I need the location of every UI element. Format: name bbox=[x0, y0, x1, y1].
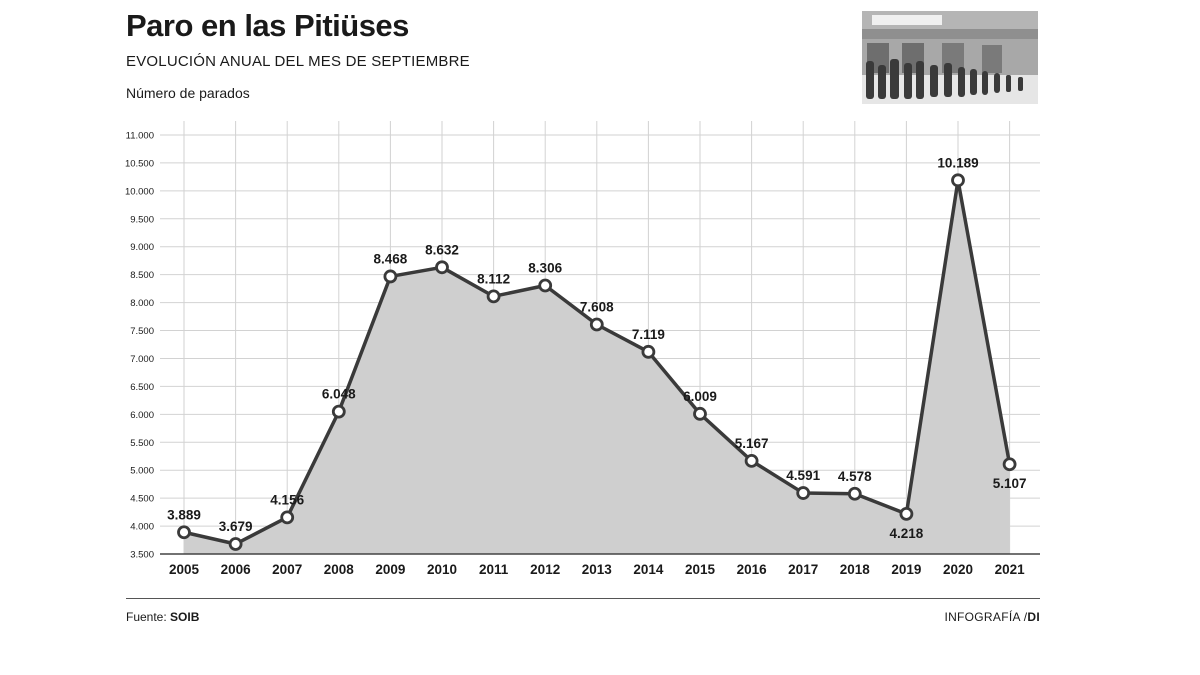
x-tick-label: 2008 bbox=[324, 562, 355, 577]
y-tick-label: 10.500 bbox=[125, 158, 154, 169]
data-point bbox=[331, 404, 346, 419]
y-tick-label: 8.500 bbox=[130, 270, 154, 281]
data-point bbox=[486, 289, 501, 304]
data-point bbox=[435, 260, 449, 275]
data-point bbox=[899, 506, 914, 521]
source-note: Fuente: SOIB bbox=[126, 610, 199, 624]
source-label: Fuente: bbox=[126, 610, 167, 624]
data-label: 3.889 bbox=[167, 507, 201, 522]
y-tick-label: 7.000 bbox=[130, 354, 154, 365]
y-axis: 3.500 4.000 4.500 5.000 5.500 6.000 6.500 7.000… bbox=[125, 131, 154, 561]
x-tick-label: 2011 bbox=[479, 562, 509, 577]
x-tick-label: 2019 bbox=[891, 562, 921, 577]
y-tick-label: 6.500 bbox=[130, 382, 154, 393]
y-tick-label: 5.000 bbox=[130, 466, 154, 477]
data-point bbox=[641, 344, 656, 359]
data-point bbox=[951, 173, 965, 188]
footer-divider bbox=[126, 598, 1040, 599]
x-tick-label: 2006 bbox=[221, 562, 252, 577]
y-tick-label: 9.500 bbox=[130, 214, 154, 225]
data-label: 6.048 bbox=[322, 387, 356, 402]
x-tick-label: 2009 bbox=[375, 562, 405, 577]
x-tick-label: 2020 bbox=[943, 562, 973, 577]
data-label: 7.119 bbox=[632, 327, 665, 342]
data-label: 4.156 bbox=[270, 492, 304, 507]
x-tick-label: 2010 bbox=[427, 562, 457, 577]
y-axis-label: Número de parados bbox=[126, 85, 250, 101]
data-point bbox=[1002, 457, 1017, 472]
x-tick-label: 2016 bbox=[737, 562, 768, 577]
credit-note: INFOGRAFÍA /DI bbox=[944, 610, 1040, 624]
x-tick-label: 2017 bbox=[788, 562, 818, 577]
x-tick-label: 2014 bbox=[633, 562, 664, 577]
source-value: SOIB bbox=[170, 610, 200, 624]
data-label: 8.306 bbox=[528, 261, 562, 276]
data-point bbox=[744, 453, 759, 468]
y-tick-label: 11.000 bbox=[126, 131, 154, 142]
area-fill bbox=[184, 180, 1010, 554]
y-tick-label: 9.000 bbox=[130, 242, 154, 253]
x-tick-labels: 2005 2006 2007 2008 2009 2010 2011 2012 2013 2014… bbox=[169, 562, 1025, 577]
queue-photo-icon bbox=[862, 11, 1038, 104]
y-tick-label: 8.000 bbox=[130, 298, 154, 309]
data-point bbox=[280, 510, 295, 525]
y-tick-label: 5.500 bbox=[130, 438, 154, 449]
data-label: 5.167 bbox=[735, 436, 769, 451]
data-point bbox=[177, 525, 191, 540]
y-tick-label: 4.500 bbox=[130, 494, 154, 505]
data-label: 4.218 bbox=[890, 526, 924, 541]
credit-label: INFOGRAFÍA / bbox=[944, 610, 1028, 624]
y-tick-label: 7.500 bbox=[130, 326, 154, 337]
y-tick-label: 4.000 bbox=[130, 522, 154, 533]
data-label: 5.107 bbox=[993, 476, 1027, 491]
y-tick-label: 10.000 bbox=[125, 186, 154, 197]
x-tick-label: 2015 bbox=[685, 562, 716, 577]
x-tick-label: 2013 bbox=[582, 562, 613, 577]
chart-subtitle: EVOLUCIÓN ANUAL DEL MES DE SEPTIEMBRE bbox=[126, 53, 470, 70]
data-point bbox=[847, 486, 862, 501]
data-label: 8.468 bbox=[374, 251, 408, 266]
data-point bbox=[383, 269, 398, 284]
y-tick-label: 6.000 bbox=[130, 410, 154, 421]
x-tick-label: 2018 bbox=[840, 562, 871, 577]
data-label: 4.578 bbox=[838, 469, 872, 484]
x-tick-label: 2005 bbox=[169, 562, 200, 577]
data-label: 4.591 bbox=[786, 468, 820, 483]
data-label: 3.679 bbox=[219, 519, 253, 534]
x-tick-label: 2012 bbox=[530, 562, 560, 577]
data-point bbox=[589, 317, 604, 332]
area-layer bbox=[184, 180, 1010, 554]
markers bbox=[177, 173, 1017, 551]
y-tick-label: 3.500 bbox=[130, 550, 154, 561]
x-tick-label: 2007 bbox=[272, 562, 302, 577]
data-label: 7.608 bbox=[580, 299, 614, 314]
data-point bbox=[796, 486, 811, 500]
data-label: 10.189 bbox=[937, 155, 978, 170]
data-labels: 3.889 3.679 4.156 6.048 8.468 8.632 8.112 8.306… bbox=[167, 155, 1026, 541]
credit-value: DI bbox=[1027, 610, 1040, 624]
data-label: 8.112 bbox=[477, 271, 510, 286]
data-label: 6.009 bbox=[683, 389, 717, 404]
x-tick-label: 2021 bbox=[995, 562, 1026, 577]
data-point bbox=[228, 537, 243, 551]
chart-title: Paro en las Pitiüses bbox=[126, 8, 409, 43]
data-label: 8.632 bbox=[425, 242, 459, 257]
data-point bbox=[538, 278, 553, 293]
data-point bbox=[693, 406, 707, 421]
